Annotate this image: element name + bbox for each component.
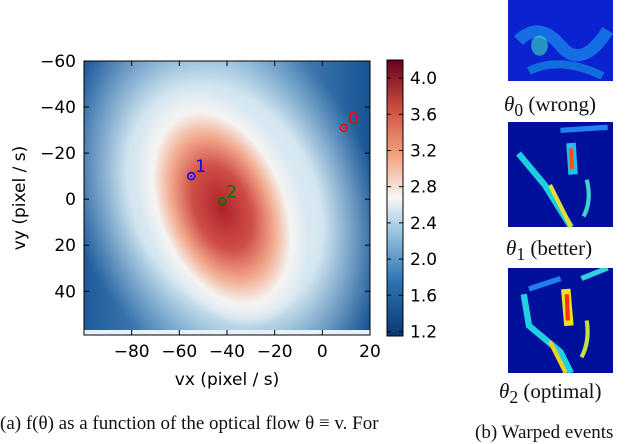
caption-a: (a) f(θ) as a function of the optical fl…	[0, 413, 379, 434]
colorbar	[386, 59, 404, 337]
colorbar-tick-label: 1.2	[410, 322, 437, 342]
x-tick-label: −20	[257, 342, 293, 362]
label-text: (wrong)	[523, 92, 596, 116]
colorbar-tick-label: 2.0	[410, 250, 437, 270]
point-center	[190, 175, 193, 178]
panel-label-0: θ0 (wrong)	[504, 92, 596, 121]
y-tick-label: 20	[54, 236, 76, 256]
warped-events-panel-2	[508, 268, 613, 373]
point-label-2: 2	[226, 182, 237, 202]
x-tick-label: 20	[359, 342, 381, 362]
subscript: 1	[516, 244, 526, 265]
y-tick-label: −40	[40, 98, 76, 118]
panel-label-1: θ1 (better)	[506, 236, 592, 265]
y-tick-label: −60	[40, 52, 76, 72]
y-tick-label: −20	[40, 144, 76, 164]
colorbar-tick-label: 1.6	[410, 286, 437, 306]
point-marker-2	[217, 197, 227, 206]
x-tick-label: −40	[209, 342, 245, 362]
y-tick-label: 0	[65, 190, 76, 210]
x-tick-label: 0	[317, 342, 328, 362]
x-axis-label: vx (pixel / s)	[175, 370, 279, 390]
point-center	[221, 200, 224, 203]
point-label-0: 0	[348, 109, 359, 129]
panel-label-2: θ2 (optimal)	[499, 379, 601, 408]
colorbar-tick-label: 2.8	[410, 178, 437, 198]
point-center	[342, 126, 345, 129]
colorbar-tick-label: 2.4	[410, 214, 437, 234]
colorbar-tick-label: 3.2	[410, 141, 437, 161]
theta-symbol: θ	[504, 92, 515, 116]
x-tick-label: −60	[161, 342, 197, 362]
y-axis-label: vy (pixel / s)	[10, 146, 30, 250]
colorbar-tick-label: 4.0	[410, 69, 437, 89]
subscript: 0	[514, 100, 524, 121]
label-text: (better)	[525, 236, 593, 260]
theta-symbol: θ	[499, 379, 510, 403]
point-marker-0	[339, 123, 349, 133]
caption-b: (b) Warped events	[475, 422, 614, 443]
point-label-1: 1	[195, 157, 206, 177]
cost-heatmap-chart: −80 −60 −40 −20 0 20 −60 −40 −20 0 20 40 0 12 vx (pi…	[10, 52, 437, 390]
warped-events-panel-1	[508, 122, 613, 227]
warped-events-panel-0	[508, 0, 613, 81]
y-tick-label: 40	[54, 282, 76, 302]
colorbar-tick-label: 3.6	[410, 105, 437, 125]
label-text: (optimal)	[518, 379, 602, 403]
point-marker-1	[187, 171, 196, 181]
theta-symbol: θ	[506, 236, 517, 260]
subscript: 2	[509, 387, 519, 408]
x-tick-label: −80	[114, 342, 150, 362]
